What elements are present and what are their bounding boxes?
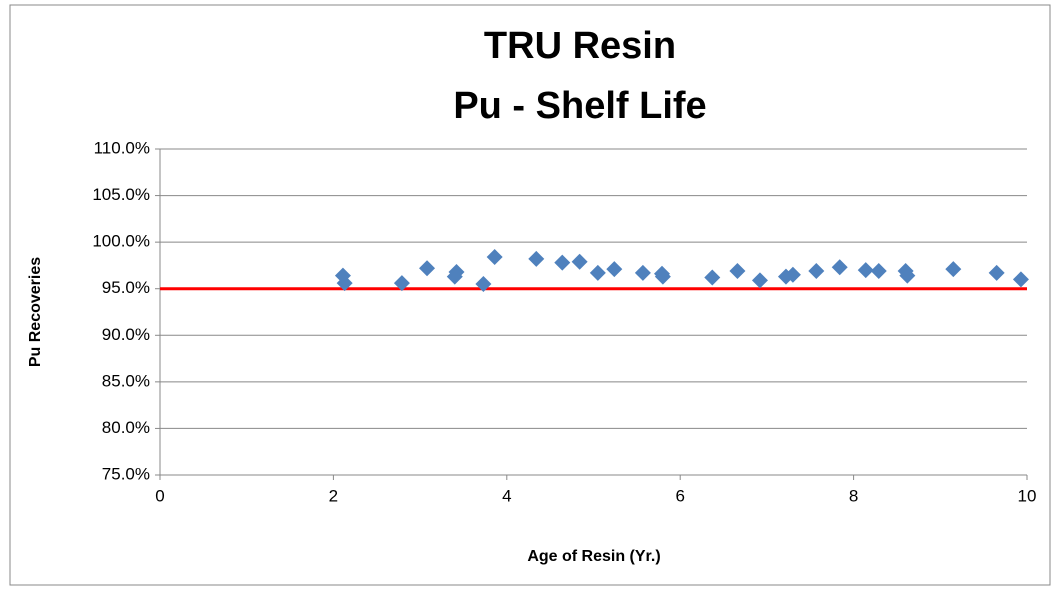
chart-frame <box>9 4 1051 586</box>
x-tick-label: 8 <box>849 486 858 505</box>
y-tick-label: 80.0% <box>102 418 150 437</box>
y-tick-label: 75.0% <box>102 464 150 483</box>
chart-title: TRU Resin <box>484 25 676 67</box>
x-tick-label: 10 <box>1018 486 1037 505</box>
point <box>448 263 465 280</box>
point <box>831 259 848 276</box>
point <box>704 269 721 286</box>
y-tick-label: 90.0% <box>102 325 150 344</box>
point <box>634 264 651 281</box>
y-tick-label: 105.0% <box>92 185 150 204</box>
point <box>870 263 887 280</box>
x-tick-label: 4 <box>502 486 511 505</box>
y-tick-label: 110.0% <box>94 138 150 157</box>
point <box>528 250 545 267</box>
point <box>475 276 492 293</box>
x-tick-label: 6 <box>675 486 684 505</box>
point <box>1012 271 1029 288</box>
point <box>393 275 410 292</box>
point <box>419 260 436 277</box>
point <box>899 267 916 284</box>
point <box>808 263 825 280</box>
chart-title: Pu - Shelf Life <box>453 85 706 127</box>
point <box>857 262 874 279</box>
point <box>729 263 746 280</box>
point <box>589 264 606 281</box>
point <box>606 261 623 278</box>
point <box>571 253 588 270</box>
point <box>486 249 503 266</box>
point <box>554 254 571 271</box>
point <box>988 264 1005 281</box>
y-axis-label: Pu Recoveries <box>27 257 44 367</box>
y-tick-label: 100.0% <box>92 232 150 251</box>
point <box>336 275 353 292</box>
x-tick-label: 0 <box>155 486 164 505</box>
x-tick-label: 2 <box>329 486 338 505</box>
point <box>945 261 962 278</box>
x-axis-label: Age of Resin (Yr.) <box>527 548 660 565</box>
point <box>784 266 801 283</box>
point <box>751 272 768 289</box>
y-tick-label: 85.0% <box>102 371 150 390</box>
y-tick-label: 95.0% <box>102 278 150 297</box>
point <box>654 268 671 285</box>
